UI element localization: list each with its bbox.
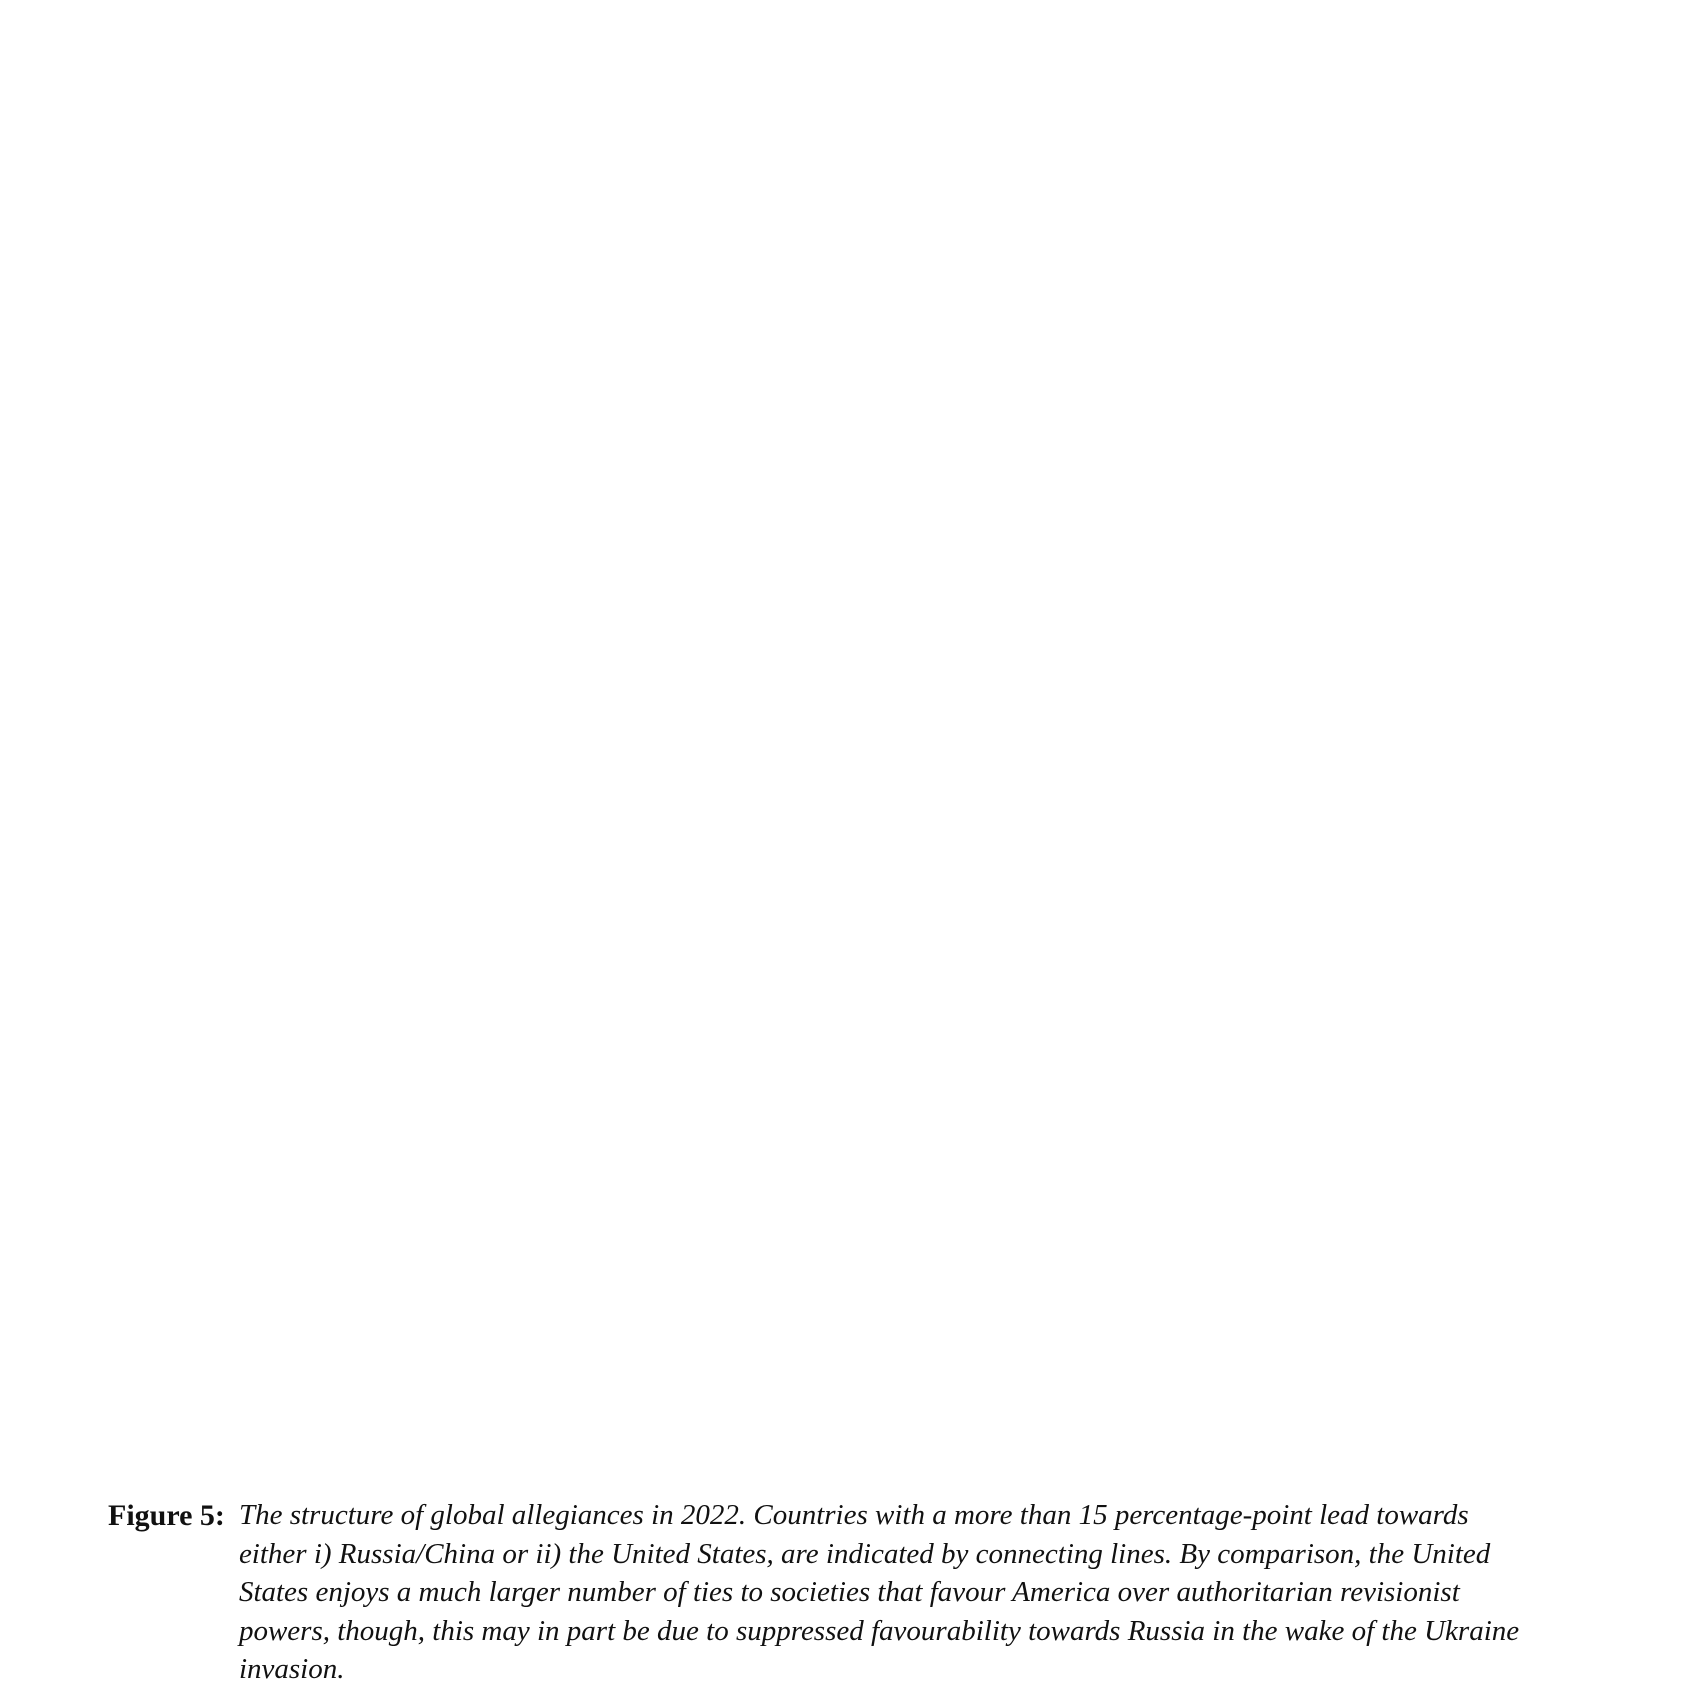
allegiance-scatter-chart [0, 0, 1708, 1500]
figure-caption-text: The structure of global allegiances in 2… [238, 1499, 1520, 1686]
figure-caption: Figure 5: The structure of global allegi… [108, 1496, 1558, 1689]
figure-caption-tag: Figure 5: [108, 1499, 225, 1532]
